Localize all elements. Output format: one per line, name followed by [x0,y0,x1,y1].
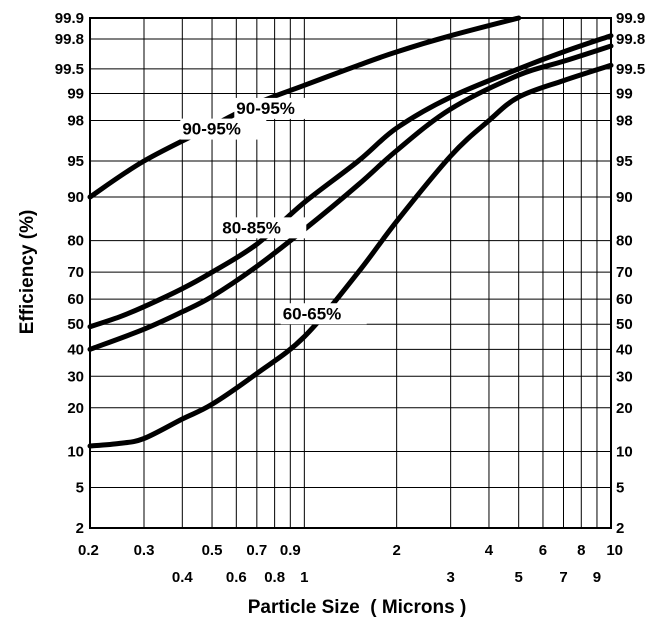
x-tick-label-top: 0.5 [202,542,223,559]
y-tick-label-left: 70 [67,264,84,281]
x-tick-label-top: 0.7 [246,542,267,559]
y-tick-label-left: 98 [67,112,84,129]
series-curves [90,18,611,446]
y-tick-label-right: 40 [616,341,633,358]
y-tick-label-right: 10 [616,443,633,460]
series-labels: 90-95% 90-95% 80-85% 60-65% [180,98,366,324]
x-tick-label-top: 8 [577,542,585,559]
y-tick-label-right: 99.9 [616,10,645,27]
x-tick-label-top: 2 [392,542,400,559]
x-tick-label-bottom: 1 [300,569,308,586]
y-tick-label-left: 2 [76,520,84,537]
y-tick-label-left: 60 [67,291,84,308]
y-tick-label-left: 90 [67,189,84,206]
y-tick-label-left: 99 [67,86,84,103]
x-tick-label-bottom: 0.8 [264,569,285,586]
y-tick-label-left: 10 [67,443,84,460]
x-tick-label-bottom: 7 [559,569,567,586]
y-tick-label-right: 99.5 [616,61,645,78]
y-tick-label-left: 5 [76,480,84,497]
series-label-4: 60-65% [283,304,342,323]
y-tick-label-right: 50 [616,316,633,333]
y-tick-label-left: 40 [67,341,84,358]
y-tick-label-right: 80 [616,233,633,250]
y-tick-label-right: 99.8 [616,31,645,48]
x-tick-label-bottom: 0.4 [172,569,194,586]
y-tick-label-right: 70 [616,264,633,281]
x-tick-label-top: 4 [485,542,494,559]
y-tick-label-left: 99.9 [55,10,84,27]
x-tick-label-top: 10 [606,542,623,559]
series-label-1: 90-95% [182,120,241,139]
x-axis-label: Particle Size ( Microns ) [248,597,467,618]
x-tick-label-bottom: 5 [515,569,523,586]
y-tick-label-right: 5 [616,480,624,497]
y-tick-label-right: 60 [616,291,633,308]
x-tick-label-bottom: 9 [593,569,601,586]
y-tick-label-left: 30 [67,368,84,385]
y-tick-label-right: 20 [616,400,633,417]
x-tick-label-top: 0.2 [78,542,99,559]
series-curve-4 [90,65,611,446]
y-tick-label-left: 99.5 [55,61,84,78]
y-axis-label: Efficiency (%) [17,210,38,335]
series-label-3: 80-85% [222,218,281,237]
y-tick-label-left: 50 [67,316,84,333]
series-label-2: 90-95% [236,99,295,118]
y-tick-label-right: 95 [616,153,633,170]
y-tick-label-right: 2 [616,520,624,537]
y-tick-label-right: 98 [616,112,633,129]
y-tick-label-right: 90 [616,189,633,206]
x-tick-label-bottom: 3 [446,569,454,586]
y-tick-label-right: 30 [616,368,633,385]
y-tick-label-left: 99.8 [55,31,84,48]
y-tick-label-left: 20 [67,400,84,417]
x-tick-label-top: 6 [539,542,547,559]
x-tick-label-top: 0.9 [280,542,301,559]
y-tick-label-left: 80 [67,233,84,250]
y-tick-label-left: 95 [67,153,84,170]
grid-lines [90,18,611,528]
y-tick-label-right: 99 [616,86,633,103]
x-tick-label-top: 0.3 [134,542,155,559]
x-tick-label-bottom: 0.6 [226,569,247,586]
